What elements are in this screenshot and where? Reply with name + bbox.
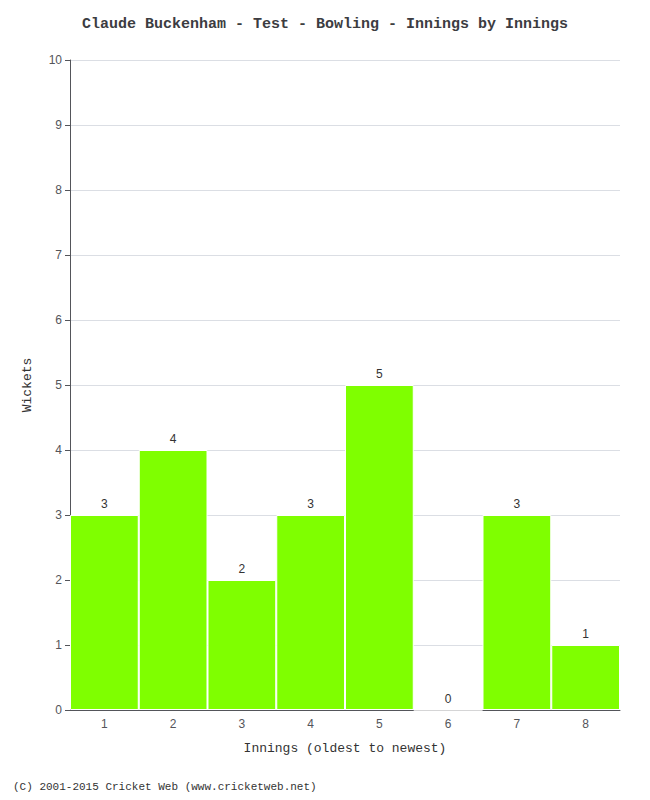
svg-text:7: 7: [55, 248, 62, 262]
svg-text:(C) 2001-2015 Cricket Web (www: (C) 2001-2015 Cricket Web (www.cricketwe…: [13, 781, 317, 793]
svg-text:1: 1: [55, 638, 62, 652]
svg-text:3: 3: [101, 497, 108, 511]
svg-text:4: 4: [170, 432, 177, 446]
svg-text:2: 2: [170, 717, 177, 731]
svg-text:2: 2: [55, 573, 62, 587]
svg-text:4: 4: [307, 717, 314, 731]
svg-text:6: 6: [445, 717, 452, 731]
svg-text:2: 2: [239, 562, 246, 576]
svg-text:7: 7: [514, 717, 521, 731]
svg-text:10: 10: [49, 53, 63, 67]
svg-text:3: 3: [307, 497, 314, 511]
svg-text:5: 5: [55, 378, 62, 392]
svg-text:4: 4: [55, 443, 62, 457]
svg-text:1: 1: [101, 717, 108, 731]
svg-text:5: 5: [376, 367, 383, 381]
svg-text:Wickets: Wickets: [20, 358, 35, 413]
svg-text:8: 8: [55, 183, 62, 197]
svg-text:0: 0: [445, 692, 452, 706]
svg-text:3: 3: [239, 717, 246, 731]
svg-text:Claude Buckenham - Test - Bowl: Claude Buckenham - Test - Bowling - Inni…: [82, 16, 568, 33]
svg-text:0: 0: [55, 703, 62, 717]
svg-text:3: 3: [514, 497, 521, 511]
svg-text:9: 9: [55, 118, 62, 132]
svg-text:Innings (oldest to newest): Innings (oldest to newest): [244, 741, 447, 756]
svg-text:3: 3: [55, 508, 62, 522]
svg-text:5: 5: [376, 717, 383, 731]
svg-text:1: 1: [582, 627, 589, 641]
svg-text:8: 8: [582, 717, 589, 731]
svg-text:6: 6: [55, 313, 62, 327]
